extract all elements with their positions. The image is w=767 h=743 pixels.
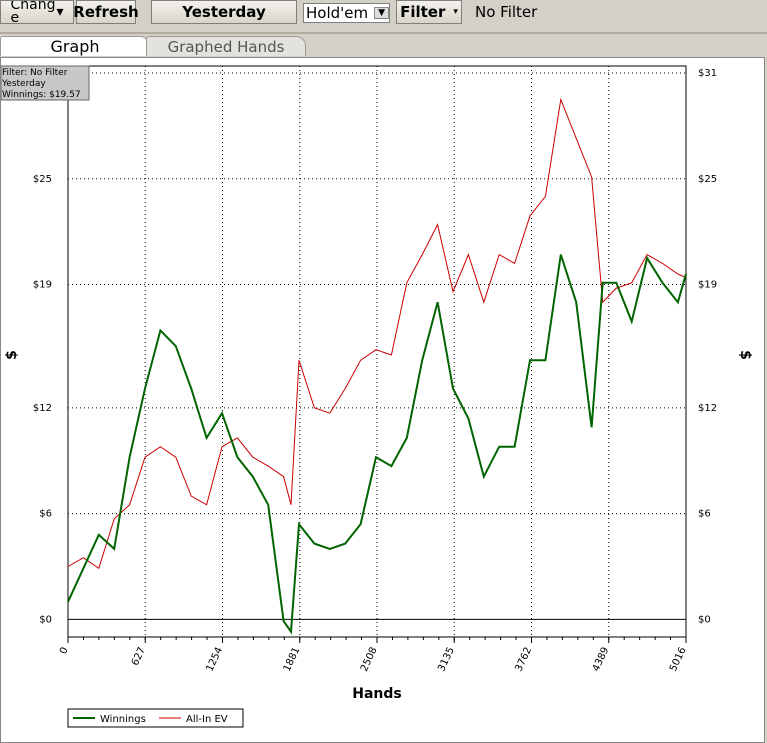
annotation-box xyxy=(1,65,90,101)
y2-axis-label: $ xyxy=(737,350,753,360)
dropdown-arrow: ▼ xyxy=(374,7,389,19)
game-select[interactable]: Hold'em ▼ xyxy=(303,3,390,23)
change-label: Change xyxy=(10,0,56,24)
game-label: Hold'em xyxy=(306,4,369,22)
y-tick-label: $0 xyxy=(39,614,52,625)
y2-tick-label: $31 xyxy=(698,68,717,79)
filter-status: No Filter xyxy=(475,3,538,21)
x-tick-label: 5016 xyxy=(668,646,689,674)
x-tick-label: 1254 xyxy=(204,646,225,674)
x-tick-label: 627 xyxy=(130,646,148,668)
y2-tick-label: $12 xyxy=(698,403,717,414)
filter-button[interactable]: Filter ▾ xyxy=(396,0,462,24)
legend-label: All-In EV xyxy=(186,714,228,725)
x-tick-label: 3135 xyxy=(436,646,457,674)
refresh-button[interactable]: Refresh xyxy=(73,0,139,24)
x-axis-label: Hands xyxy=(352,686,402,702)
y-tick-label: $12 xyxy=(33,403,52,414)
y-tick-label: $19 xyxy=(33,280,52,291)
tab-graphed-hands[interactable]: Graphed Hands xyxy=(146,36,306,56)
filter-label: Filter xyxy=(400,3,446,21)
legend-box xyxy=(67,708,244,728)
x-tick-label: 4389 xyxy=(591,646,612,674)
series-line xyxy=(67,97,687,570)
x-tick-label: 0 xyxy=(58,646,71,656)
y-tick-label: $6 xyxy=(39,509,52,520)
y2-tick-label: $25 xyxy=(698,174,717,185)
y2-tick-label: $0 xyxy=(698,614,711,625)
y-axis-label: $ xyxy=(4,350,20,360)
period-button[interactable]: Yesterday xyxy=(151,0,297,24)
annotation-line: Yesterday xyxy=(1,79,46,89)
annotation-line: Filter: No Filter xyxy=(2,68,68,78)
series-line xyxy=(67,254,687,635)
chart: $0$0$6$6$12$12$19$19$25$25$31$3106271254… xyxy=(0,57,765,743)
legend-label: Winnings xyxy=(100,714,146,725)
y2-tick-label: $6 xyxy=(698,509,711,520)
separator xyxy=(0,32,767,34)
x-tick-label: 3762 xyxy=(513,646,534,674)
x-tick-label: 2508 xyxy=(359,646,380,674)
annotation-line: Winnings: $19.57 xyxy=(2,90,81,100)
y2-tick-label: $19 xyxy=(698,280,717,291)
plot-area xyxy=(67,65,687,638)
y-tick-label: $25 xyxy=(33,174,52,185)
x-tick-label: 1881 xyxy=(282,646,303,674)
tab-graph[interactable]: Graph xyxy=(0,36,150,56)
change-button[interactable]: Change ▾ xyxy=(0,0,74,24)
